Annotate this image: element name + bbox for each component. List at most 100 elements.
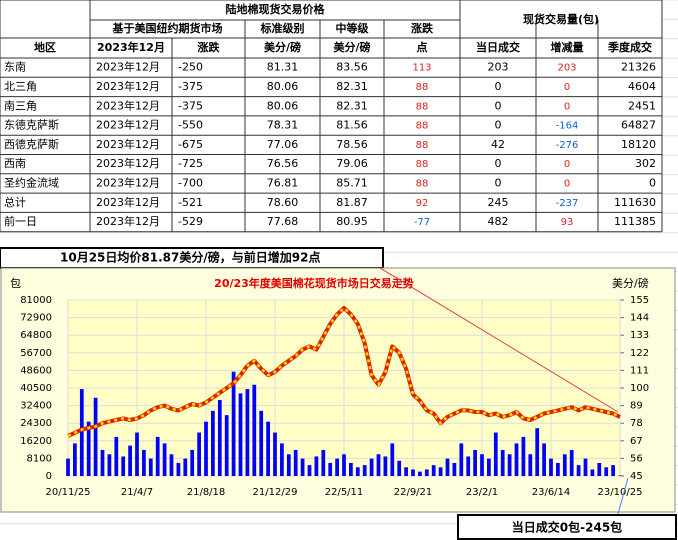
table-cell: 42: [491, 138, 505, 151]
volume-bar: [335, 458, 339, 476]
volume-bar: [148, 458, 153, 476]
table-cell: -375: [178, 99, 203, 112]
volume-bar: [604, 467, 609, 476]
y-tick-label: 8100: [27, 453, 52, 464]
volume-bar: [211, 410, 215, 476]
volume-bar: [266, 421, 270, 476]
table-cell: 80.95: [336, 215, 368, 228]
volume-bar: [507, 454, 512, 476]
volume-bar: [73, 443, 77, 476]
volume-bar: [86, 421, 91, 476]
volume-title: 现货交易量(包): [523, 12, 599, 26]
volume-bar: [404, 467, 408, 476]
volume-bar: [376, 454, 381, 476]
table-cell: 482: [488, 215, 509, 228]
volume-bar: [217, 399, 222, 476]
volume-bar: [142, 449, 146, 476]
volume-bar: [466, 456, 471, 476]
volume-bar: [314, 456, 319, 476]
table-cell: 2451: [628, 99, 656, 112]
footnote: 当日成交0包-245包: [512, 520, 622, 535]
volume-bar: [107, 454, 112, 476]
y-tick-label: 81000: [20, 295, 52, 306]
y2-tick-label: 45: [630, 471, 643, 482]
table-cell: 88: [416, 101, 429, 112]
volume-bar: [252, 384, 257, 476]
table-cell: -164: [556, 121, 579, 132]
table-cell: -250: [178, 61, 203, 74]
table-cell: -77: [414, 217, 430, 228]
table-cell: 0: [495, 176, 502, 189]
volume-bar: [121, 456, 126, 476]
y2-tick-label: 111: [630, 365, 649, 376]
column-header: 地区: [34, 40, 56, 54]
table-cell: 85.71: [336, 176, 368, 189]
volume-bar: [286, 454, 291, 476]
table-cell: 81.56: [336, 119, 368, 132]
table-cell: -725: [178, 157, 203, 170]
column-header: 美分/磅: [264, 40, 301, 54]
y-tick-label: 64800: [20, 330, 52, 341]
volume-bar: [349, 462, 353, 476]
volume-bar: [473, 449, 477, 476]
pointer-line: [617, 477, 629, 515]
table-cell: 2023年12月: [96, 175, 160, 189]
x-tick-label: 23/10/25: [598, 487, 643, 498]
volume-bar: [493, 432, 498, 476]
table-cell: 81.87: [336, 196, 368, 209]
volume-bar: [190, 449, 195, 476]
column-header: 当日成交: [476, 40, 520, 54]
volume-bar: [155, 436, 160, 476]
table-cell: -375: [178, 80, 203, 93]
column-header: 美分/磅: [333, 40, 370, 54]
volume-bar: [245, 389, 250, 476]
volume-bar: [259, 410, 264, 476]
volume-bar: [418, 471, 422, 476]
subheader: 基于美国纽约期货市场: [112, 21, 223, 35]
y-axis-label: 包: [10, 277, 21, 290]
volume-bar: [424, 469, 429, 476]
y-tick-label: 40500: [20, 383, 52, 394]
table-cell: 0: [564, 159, 570, 170]
volume-bar: [224, 415, 229, 476]
volume-bar: [231, 371, 236, 476]
volume-bar: [583, 458, 588, 476]
table-cell: -521: [178, 196, 203, 209]
table-cell: 2023年12月: [96, 137, 160, 151]
annotation: 10月25日均价81.87美分/磅，与前日增加92点: [60, 250, 320, 265]
table-cell: 82.31: [336, 99, 368, 112]
table-cell: 0: [564, 101, 570, 112]
volume-bar: [549, 458, 553, 476]
table-cell: 2023年12月: [96, 118, 160, 132]
column-header: 点: [417, 40, 428, 54]
y2-tick-label: 155: [630, 295, 649, 306]
x-tick-label: 21/8/18: [187, 487, 226, 498]
table-cell: 245: [488, 196, 509, 209]
table-cell: 0: [495, 99, 502, 112]
volume-bar: [162, 443, 167, 476]
volume-bar: [452, 462, 457, 476]
table-cell: 21326: [621, 61, 656, 74]
x-tick-label: 21/12/29: [253, 487, 298, 498]
volume-bar: [480, 454, 484, 476]
table-cell: 79.06: [336, 157, 368, 170]
table-cell: 92: [416, 198, 429, 209]
y-tick-label: 56700: [20, 348, 52, 359]
volume-bar: [321, 449, 326, 476]
chart-title: 20/23年度美国棉花现货市场日交易走势: [214, 276, 414, 290]
y-tick-label: 0: [46, 471, 52, 482]
table-cell: 东德克萨斯: [4, 118, 59, 132]
y-tick-label: 32400: [20, 401, 52, 412]
volume-bar: [383, 456, 388, 476]
subheader: 中等级: [336, 21, 370, 35]
volume-bar: [445, 458, 450, 476]
volume-bar: [93, 397, 98, 476]
volume-bar: [169, 454, 174, 476]
table-cell: 80.06: [267, 99, 299, 112]
y2-tick-label: 67: [630, 436, 643, 447]
table-cell: -550: [178, 119, 203, 132]
table-cell: 南三角: [4, 99, 37, 112]
volume-bar: [521, 436, 526, 476]
table-cell: 111385: [614, 215, 656, 228]
subheader: 涨跌: [411, 21, 434, 35]
